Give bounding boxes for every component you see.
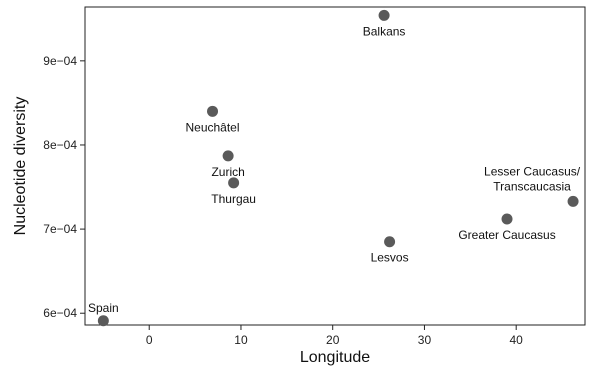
point-label: Zurich: [211, 165, 244, 179]
data-point: [222, 150, 234, 162]
data-points: [97, 9, 579, 327]
point-label-line: Balkans: [363, 24, 406, 38]
y-tick-label: 9e−04: [43, 54, 77, 68]
data-point: [378, 9, 390, 21]
point-label: Balkans: [363, 24, 406, 38]
point-label-line: Greater Caucasus: [458, 228, 555, 242]
point-label-line: Lesvos: [371, 251, 409, 265]
y-axis-title: Nucleotide diversity: [12, 97, 29, 236]
data-point: [501, 213, 513, 225]
x-axis: 0 10 20 30 40: [146, 325, 523, 347]
y-axis: 6e−04 7e−04 8e−04 9e−04: [43, 54, 85, 320]
x-tick-label: 40: [510, 333, 524, 347]
x-tick-label: 10: [234, 333, 248, 347]
point-labels: Spain Neuchâtel Zurich Thurgau Balkans Lesvos…: [88, 24, 581, 314]
y-tick-label: 6e−04: [43, 306, 77, 320]
plot-frame: [84, 6, 586, 326]
data-point: [567, 195, 579, 207]
x-tick-label: 30: [418, 333, 432, 347]
data-point: [97, 315, 109, 327]
point-label: Neuchâtel: [185, 120, 239, 134]
x-tick-label: 0: [146, 333, 153, 347]
point-label-line: Lesser Caucasus/: [484, 164, 581, 178]
data-point: [207, 105, 219, 117]
point-label: Spain: [88, 301, 119, 315]
point-label: Lesser Caucasus/Transcaucasia: [484, 164, 581, 193]
point-label: Thurgau: [211, 192, 256, 206]
data-point: [228, 177, 240, 189]
point-label-line: Thurgau: [211, 192, 256, 206]
point-label: Lesvos: [371, 251, 409, 265]
y-tick-label: 7e−04: [43, 222, 77, 236]
y-tick-label: 8e−04: [43, 138, 77, 152]
data-point: [384, 236, 396, 248]
x-tick-label: 20: [326, 333, 340, 347]
point-label-line: Spain: [88, 301, 119, 315]
point-label-line: Zurich: [211, 165, 244, 179]
point-label: Greater Caucasus: [458, 228, 555, 242]
point-label-line: Neuchâtel: [185, 120, 239, 134]
point-label-line: Transcaucasia: [493, 179, 571, 193]
x-axis-title: Longitude: [300, 349, 370, 366]
